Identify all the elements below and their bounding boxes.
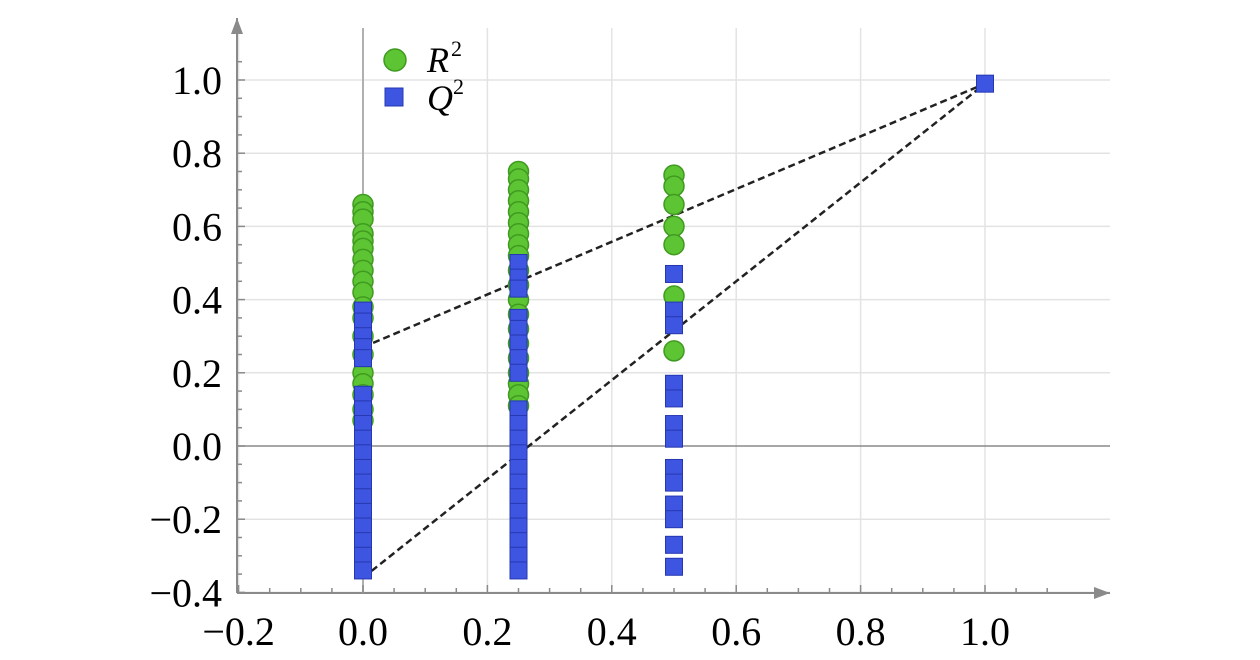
r2-point bbox=[663, 340, 685, 362]
y-tick-label: 0.0 bbox=[172, 424, 222, 469]
x-tick-label: 1.0 bbox=[960, 609, 1010, 654]
x-tick-label: 0.2 bbox=[462, 609, 512, 654]
y-axis-arrow-icon bbox=[231, 18, 243, 34]
data-points bbox=[352, 74, 994, 580]
y-tick-label: 0.8 bbox=[172, 131, 222, 176]
q2-point bbox=[354, 349, 372, 368]
r2-point bbox=[663, 175, 685, 197]
q2-point bbox=[665, 473, 683, 492]
x-tick-label: −0.2 bbox=[202, 609, 275, 654]
q2-point bbox=[665, 557, 683, 576]
r2-point bbox=[663, 233, 685, 256]
y-tick-label: 1.0 bbox=[172, 58, 222, 103]
legend-q2-superscript: 2 bbox=[453, 74, 464, 99]
y-tick-label: 0.4 bbox=[172, 278, 222, 323]
x-tick-label: 0.4 bbox=[587, 609, 637, 654]
y-tick-label: 0.2 bbox=[172, 351, 222, 396]
legend: R 2Q 2 bbox=[383, 36, 464, 118]
q2-point bbox=[665, 535, 683, 554]
q2-point bbox=[665, 264, 683, 283]
r2-point bbox=[663, 215, 685, 238]
r2-point bbox=[663, 193, 685, 216]
q2-point bbox=[665, 510, 683, 529]
x-tick-label: 0.8 bbox=[836, 609, 886, 654]
legend-r2-superscript: 2 bbox=[451, 36, 462, 61]
y-tick-label: −0.2 bbox=[149, 497, 222, 542]
q2-point bbox=[509, 363, 528, 382]
q2-point bbox=[665, 316, 683, 335]
x-tick-label: 0.6 bbox=[711, 609, 761, 654]
y-tick-label: 0.6 bbox=[172, 204, 222, 249]
regression-line-r2 bbox=[362, 82, 986, 349]
x-tick-label: 0.0 bbox=[338, 609, 388, 654]
q2-point bbox=[509, 279, 528, 298]
legend-q2-marker bbox=[384, 87, 404, 107]
q2-point bbox=[354, 561, 372, 580]
legend-q2-label: Q bbox=[427, 78, 453, 118]
q2-point bbox=[665, 389, 683, 408]
x-axis-arrow-icon bbox=[1094, 587, 1110, 599]
grid bbox=[237, 28, 1110, 594]
legend-r2-marker bbox=[383, 48, 407, 72]
q2-point bbox=[665, 429, 683, 448]
legend-r2-label: R bbox=[426, 40, 449, 80]
y-tick-label: −0.4 bbox=[149, 570, 222, 615]
q2-point bbox=[976, 74, 994, 93]
tick-labels: −0.2 0.0 0.2 0.4 0.6 0.8 1.0−0.4−0.20.00.20.40… bbox=[149, 58, 1010, 654]
q2-point bbox=[509, 561, 528, 580]
